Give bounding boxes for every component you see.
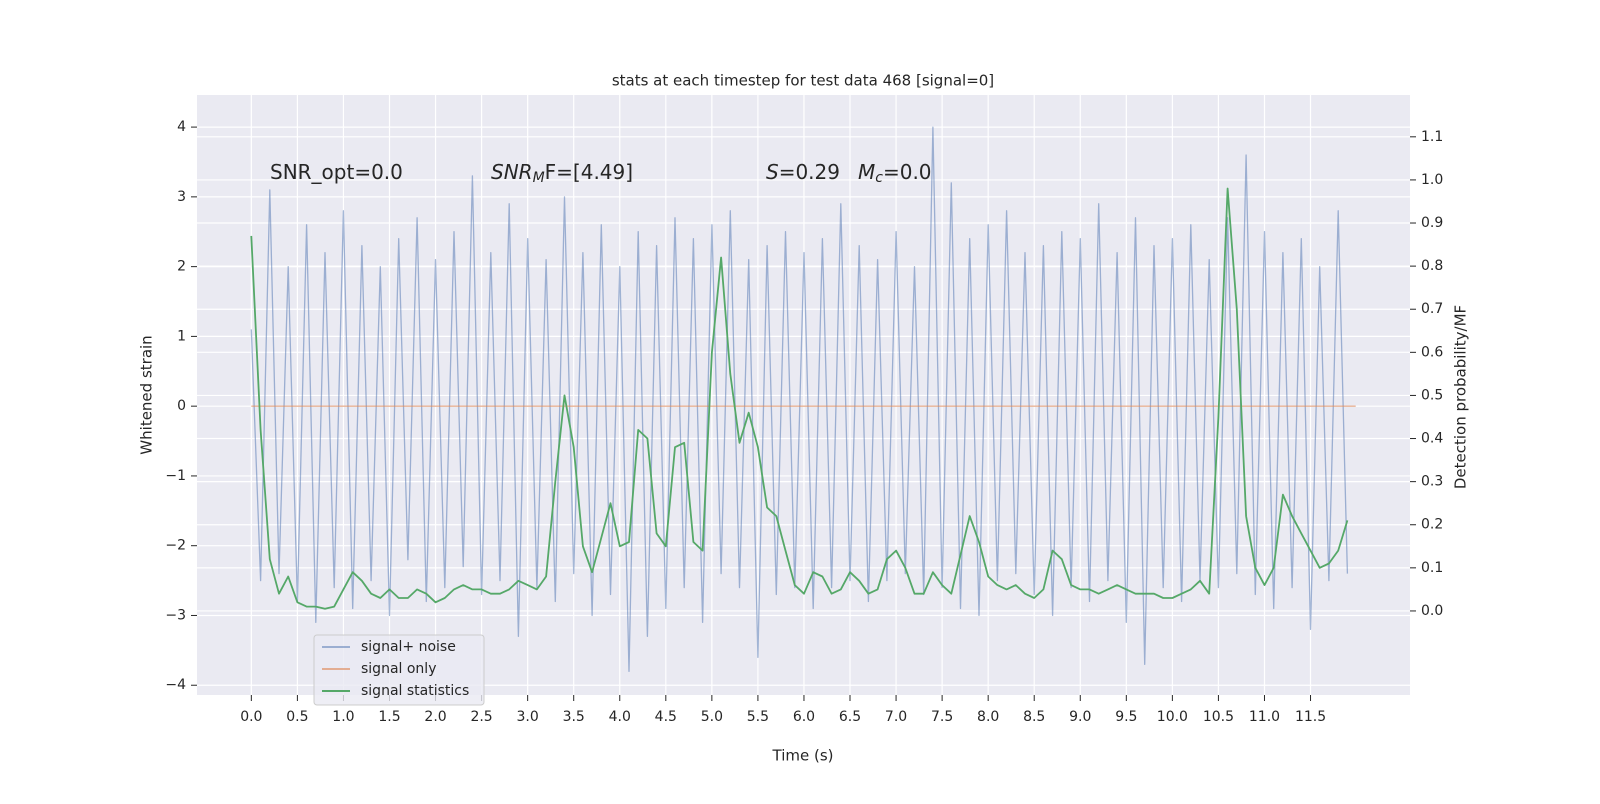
- x-tick-label: 7.5: [931, 709, 953, 725]
- y-tick-label: −3: [165, 607, 186, 623]
- x-tick-label: 7.0: [885, 709, 907, 725]
- y-axis-label: Whitened strain: [138, 335, 156, 454]
- annotation: SNR_opt=0.0: [270, 160, 403, 184]
- x-tick-label: 8.5: [1023, 709, 1045, 725]
- x-tick-label: 2.0: [424, 709, 446, 725]
- series-line: [250, 126, 1349, 672]
- x-tick-label: 9.5: [1115, 709, 1137, 725]
- x-tick-label: 9.0: [1069, 709, 1091, 725]
- chart-title: stats at each timestep for test data 468…: [612, 72, 994, 90]
- x-tick-label: 8.0: [977, 709, 999, 725]
- annotation-part: SNR_opt=0.0: [270, 160, 403, 184]
- y2-tick-label: 0.0: [1421, 603, 1443, 619]
- annotation-part: SNR: [491, 160, 533, 184]
- x-tick-label: 11.0: [1249, 709, 1280, 725]
- annotation-part: =0.29: [779, 160, 840, 184]
- y-tick-label: 1: [177, 328, 186, 344]
- legend: signal+ noise signal only signal statistic…: [313, 634, 485, 706]
- y2-tick-label: 0.6: [1421, 344, 1443, 360]
- x-tick-label: 10.5: [1203, 709, 1234, 725]
- x-tick-label: 6.5: [839, 709, 861, 725]
- x-tick-label: 1.5: [378, 709, 400, 725]
- x-tick-label: 0.5: [286, 709, 308, 725]
- x-tick-label: 0.0: [240, 709, 262, 725]
- y2-tick-label: 0.9: [1421, 215, 1443, 231]
- x-tick-label: 11.5: [1295, 709, 1326, 725]
- legend-label: signal only: [361, 661, 436, 677]
- annotation: Mc=0.0: [858, 160, 932, 187]
- annotation-part: S: [766, 160, 779, 184]
- annotation-part: M: [533, 170, 545, 186]
- annotation-part: M: [858, 160, 875, 184]
- series-line: [250, 187, 1349, 610]
- annotation-part: =0.0: [883, 160, 932, 184]
- y-tick-label: 4: [177, 119, 186, 135]
- y-tick-label: −4: [165, 677, 186, 693]
- legend-box: [313, 634, 485, 706]
- y-tick-label: 0: [177, 398, 186, 414]
- y2-axis-label: Detection probability/MF: [1452, 305, 1470, 489]
- x-tick-label: 6.0: [793, 709, 815, 725]
- y2-tick-label: 0.8: [1421, 258, 1443, 274]
- annotation-part: F=[4.49]: [545, 160, 633, 184]
- y2-tick-label: 0.7: [1421, 301, 1443, 317]
- x-axis-label: Time (s): [772, 747, 834, 765]
- x-tick-label: 5.0: [701, 709, 723, 725]
- x-tick-label: 10.0: [1157, 709, 1188, 725]
- y-tick-label: 3: [177, 189, 186, 205]
- y2-tick-label: 1.0: [1421, 172, 1443, 188]
- x-tick-label: 5.5: [747, 709, 769, 725]
- annotation: SNRMF=[4.49]: [491, 160, 633, 187]
- x-tick-label: 4.0: [609, 709, 631, 725]
- x-tick-label: 4.5: [655, 709, 677, 725]
- y2-tick-label: 1.1: [1421, 129, 1443, 145]
- y-tick-label: −1: [165, 468, 186, 484]
- y2-tick-label: 0.5: [1421, 387, 1443, 403]
- annotation-part: c: [875, 170, 883, 186]
- annotation: S=0.29: [766, 160, 840, 184]
- y2-tick-label: 0.4: [1421, 431, 1443, 447]
- y2-tick-label: 0.3: [1421, 474, 1443, 490]
- legend-label: signal+ noise: [361, 639, 456, 655]
- x-tick-label: 2.5: [470, 709, 492, 725]
- y-tick-label: 2: [177, 259, 186, 275]
- legend-label: signal statistics: [361, 683, 469, 699]
- x-tick-label: 3.5: [563, 709, 585, 725]
- y-tick-label: −2: [165, 538, 186, 554]
- x-tick-label: 3.0: [517, 709, 539, 725]
- x-tick-label: 1.0: [332, 709, 354, 725]
- y2-tick-label: 0.1: [1421, 560, 1443, 576]
- y2-tick-label: 0.2: [1421, 517, 1443, 533]
